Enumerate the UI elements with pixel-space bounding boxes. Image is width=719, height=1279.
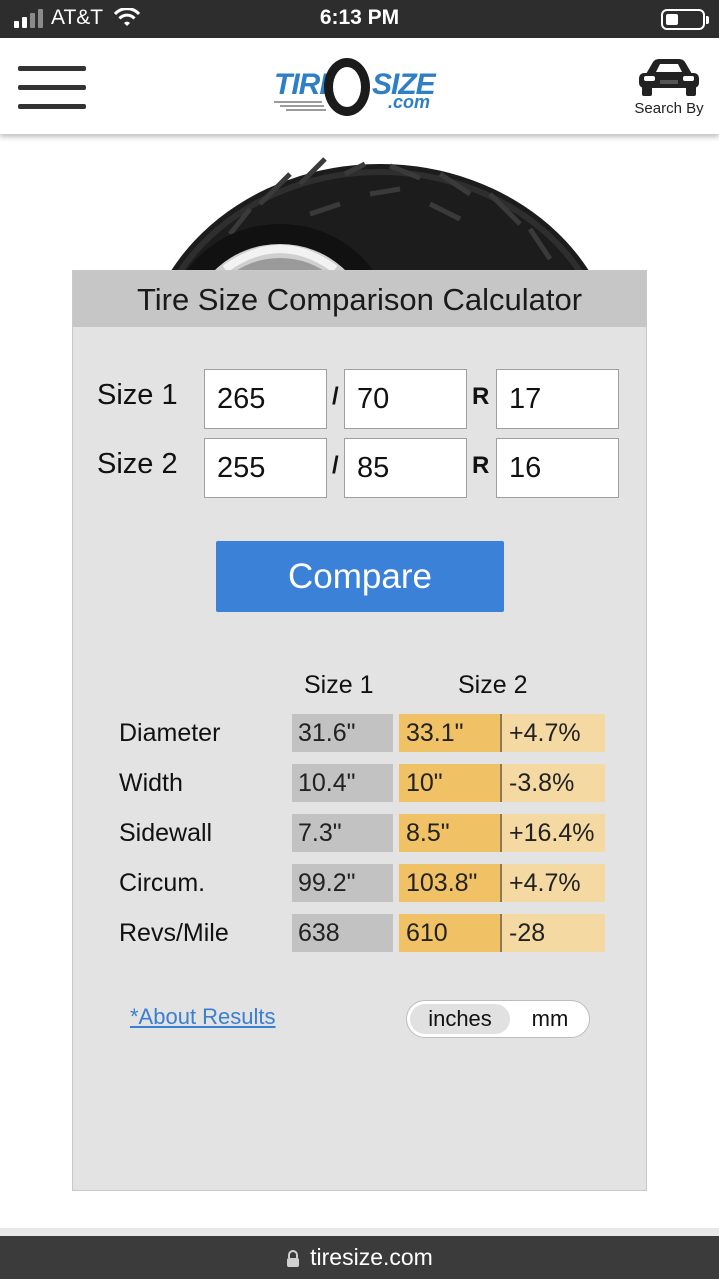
menu-icon[interactable] [18,66,86,110]
result-row: Revs/Mile 638 610 -28 [73,914,648,952]
size1-rim-input[interactable]: 17 [496,369,619,429]
result-size1-value: 638 [292,914,393,952]
result-difference: +4.7% [502,864,605,902]
footer-divider [0,1228,719,1236]
result-size1-value: 99.2" [292,864,393,902]
carrier-name: AT&T [51,6,104,29]
size1-r-label: R [472,383,490,410]
result-label: Sidewall [119,819,213,847]
site-header: TIRE SIZE .com Search By [0,38,719,134]
result-label: Width [119,769,183,797]
result-size2-value: 610 [399,914,502,952]
browser-url-bar[interactable]: tiresize.com [0,1236,719,1279]
unit-mm-option[interactable]: mm [531,1006,569,1031]
about-results-link[interactable]: *About Results [130,1004,276,1029]
result-difference: +16.4% [502,814,605,852]
column-header-size2: Size 2 [458,671,528,699]
size2-label: Size 2 [97,448,178,480]
speed-lines-icon [274,101,326,111]
size2-aspect-input[interactable]: 85 [344,438,467,498]
calculator-title: Tire Size Comparison Calculator [73,271,646,327]
result-label: Circum. [119,869,206,897]
search-by-label: Search By [634,100,704,117]
calculator-panel: Tire Size Comparison Calculator Size 1 2… [72,270,647,1191]
result-label: Diameter [119,719,221,747]
search-by-button[interactable]: Search By [628,56,710,117]
result-size2-value: 103.8" [399,864,502,902]
result-size2-value: 33.1" [399,714,502,752]
result-label: Revs/Mile [119,919,229,947]
status-time: 6:13 PM [319,6,400,29]
column-header-size1: Size 1 [304,671,374,699]
wifi-icon [114,8,141,26]
result-size2-value: 10" [399,764,502,802]
unit-toggle: inches mm [406,1000,590,1038]
status-bar: AT&T 6:13 PM [0,0,719,38]
lock-icon [287,1249,300,1267]
logo-text-size: SIZE [372,68,436,101]
result-size1-value: 7.3" [292,814,393,852]
compare-button[interactable]: Compare [216,541,504,612]
url-domain: tiresize.com [310,1244,433,1270]
battery-icon [661,9,709,30]
result-size1-value: 31.6" [292,714,393,752]
result-size1-value: 10.4" [292,764,393,802]
site-logo[interactable]: TIRE SIZE .com [272,54,452,120]
result-row: Width 10.4" 10" -3.8% [73,764,648,802]
result-size2-value: 8.5" [399,814,502,852]
status-left: AT&T [14,6,141,30]
size1-slash: / [332,383,339,410]
size1-aspect-input[interactable]: 70 [344,369,467,429]
size2-slash: / [332,452,339,479]
size1-label: Size 1 [97,379,178,411]
unit-inches-option[interactable]: inches [410,1004,510,1034]
result-difference: -28 [502,914,605,952]
size2-r-label: R [472,452,490,479]
result-row: Diameter 31.6" 33.1" +4.7% [73,714,648,752]
tire-hero-image [169,157,590,274]
size1-width-input[interactable]: 265 [204,369,327,429]
size2-width-input[interactable]: 255 [204,438,327,498]
size1-row: Size 1 265 / 70 R 17 [73,369,648,429]
size2-row: Size 2 255 / 85 R 16 [73,438,648,498]
size2-rim-input[interactable]: 16 [496,438,619,498]
tire-logo-icon [324,58,370,116]
result-difference: -3.8% [502,764,605,802]
result-difference: +4.7% [502,714,605,752]
logo-text-com: .com [388,92,431,112]
car-icon [639,59,699,96]
result-row: Circum. 99.2" 103.8" +4.7% [73,864,648,902]
result-row: Sidewall 7.3" 8.5" +16.4% [73,814,648,852]
cellular-signal-icon [14,8,43,28]
